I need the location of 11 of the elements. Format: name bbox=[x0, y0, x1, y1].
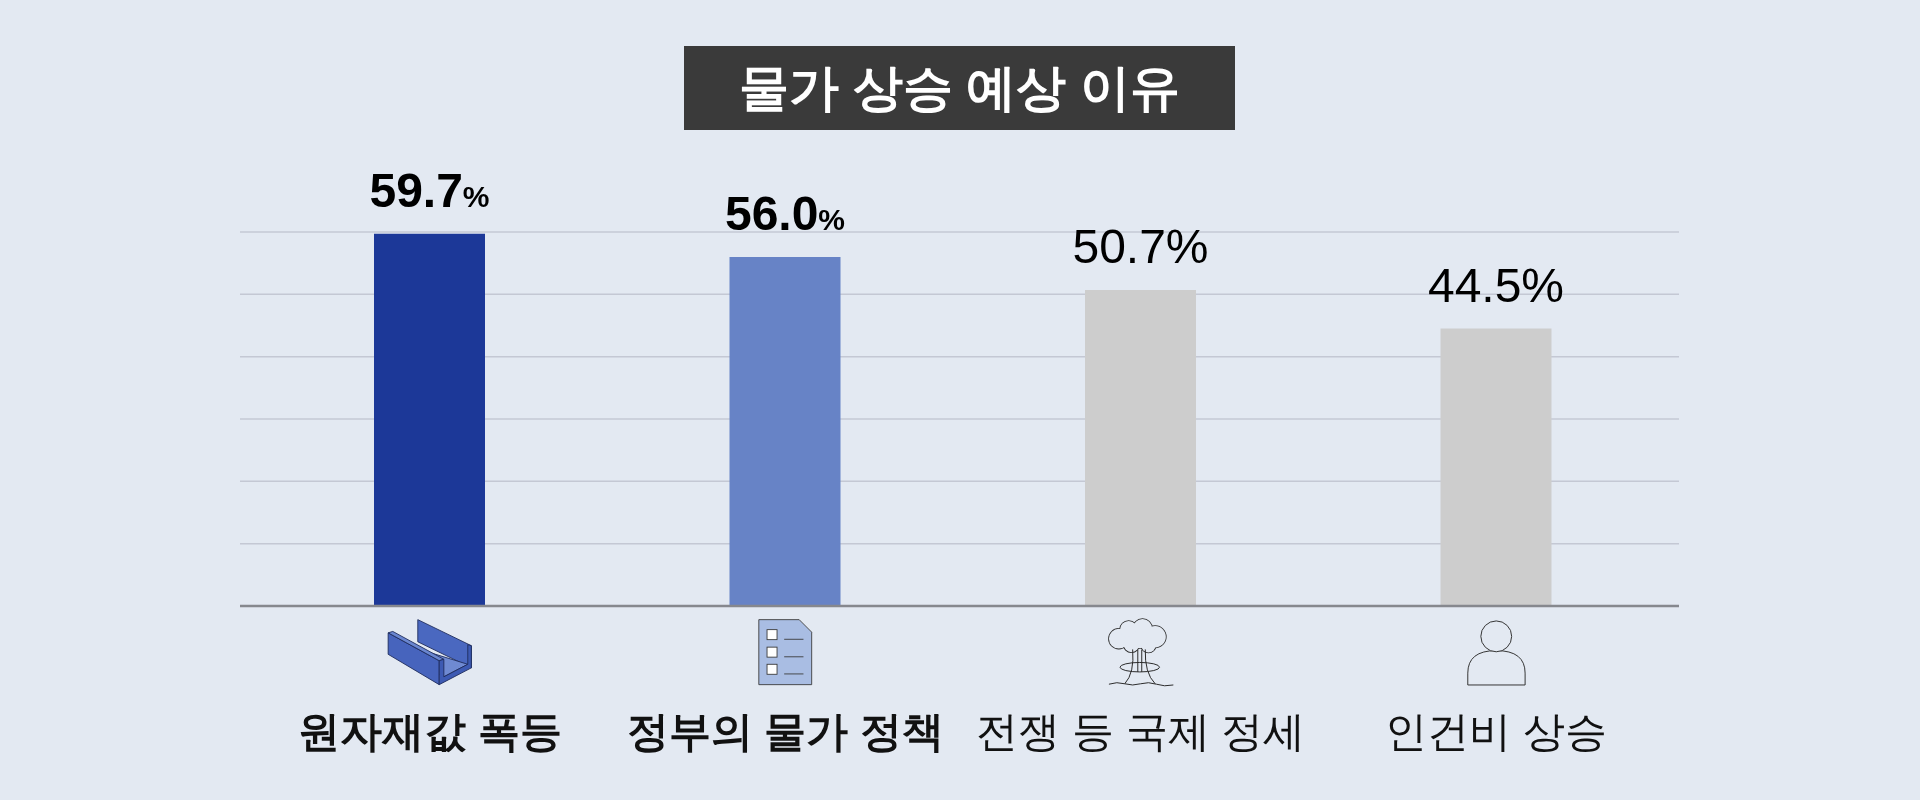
data-label: 44.5% bbox=[1427, 258, 1565, 312]
x-tick-label: 정부의 물가 정책 bbox=[626, 708, 944, 755]
data-label: 56.0% bbox=[724, 186, 846, 240]
data-label: 50.7% bbox=[1072, 219, 1209, 273]
chart-title: 물가 상승 예상 이유 bbox=[684, 46, 1235, 130]
bar bbox=[374, 233, 485, 606]
x-tick-label: 인건비 상승 bbox=[1385, 708, 1608, 755]
bar bbox=[729, 256, 841, 606]
x-tick-label: 원자재값 폭등 bbox=[297, 708, 562, 755]
data-label: 59.7% bbox=[369, 163, 490, 217]
x-tick-label: 전쟁 등 국제 정세 bbox=[976, 708, 1306, 755]
